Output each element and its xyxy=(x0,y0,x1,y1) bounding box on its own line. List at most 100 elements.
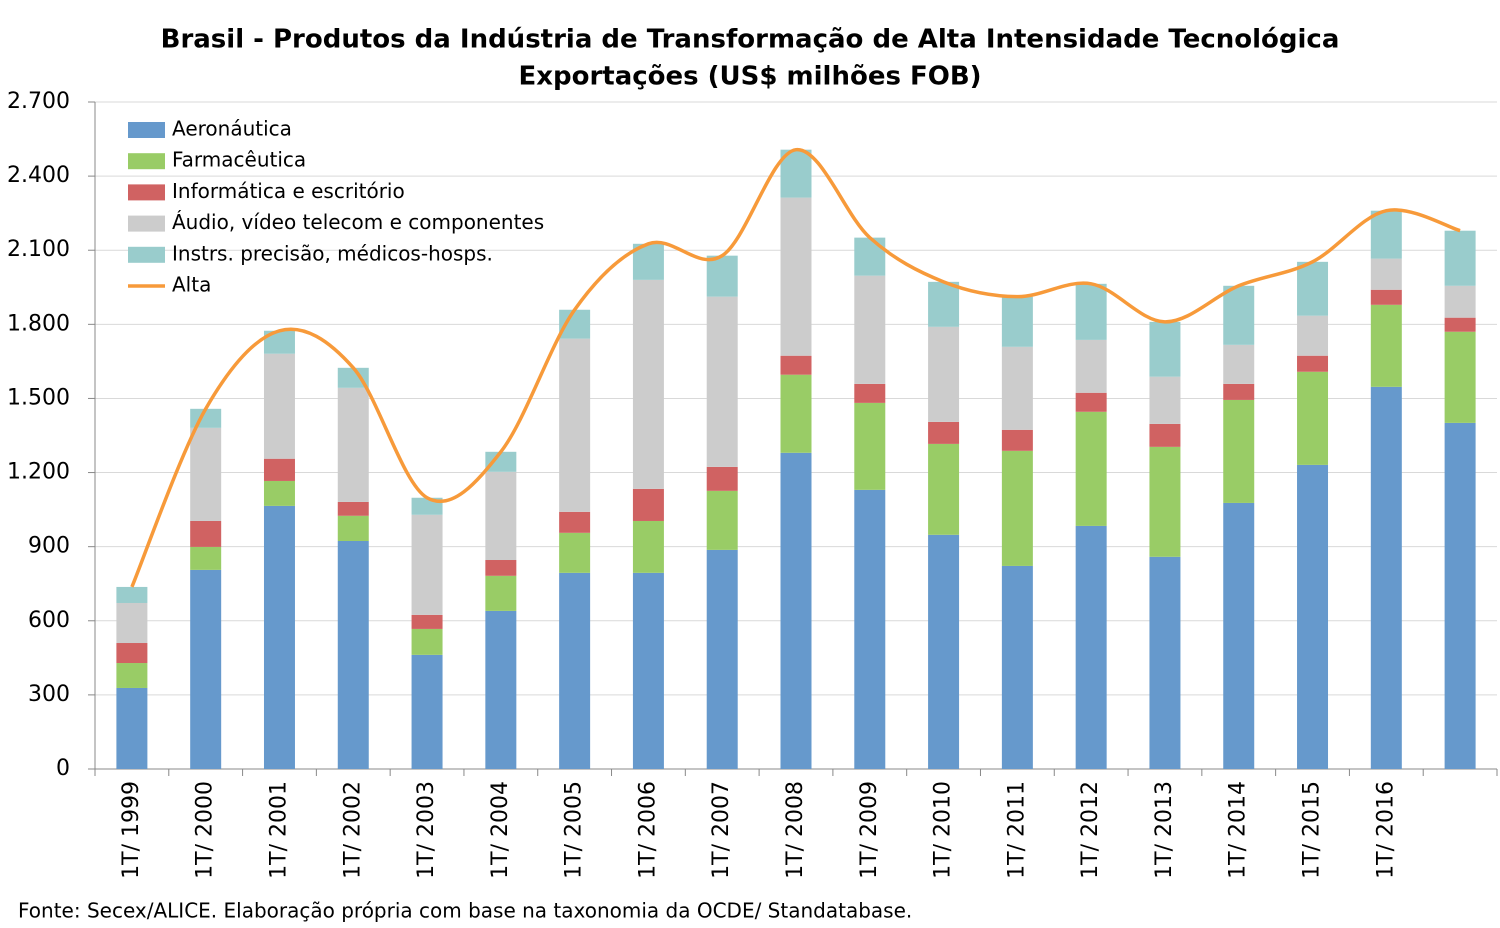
bar-segment xyxy=(780,355,812,375)
bar-segment xyxy=(1370,210,1402,259)
bar-segment xyxy=(706,549,738,769)
bar-segment xyxy=(854,402,886,490)
bar-segment xyxy=(1297,464,1329,769)
x-tick-label: 1T/ 2014 xyxy=(1226,781,1251,879)
legend-swatch xyxy=(128,215,165,232)
bar-segment xyxy=(1223,399,1255,503)
bar-segment xyxy=(1223,383,1255,400)
bar-segment xyxy=(854,489,886,769)
chart-title: Brasil - Produtos da Indústria de Transf… xyxy=(161,25,1340,55)
x-tick-label: 1T/ 2003 xyxy=(414,781,439,879)
bar-segment xyxy=(632,279,664,489)
legend-swatch xyxy=(128,246,165,263)
x-tick-label: 1T/ 2006 xyxy=(635,781,660,879)
bar-segment xyxy=(1001,296,1033,347)
bar-segment xyxy=(780,197,812,356)
y-tick-label: 2.700 xyxy=(7,89,70,114)
bar-segment xyxy=(263,353,295,459)
bar-segment xyxy=(559,532,591,573)
bar-segment xyxy=(116,602,148,644)
bar-segment xyxy=(1444,331,1476,423)
bar-segment xyxy=(928,443,960,535)
bar-segment xyxy=(1223,502,1255,769)
bar-segment xyxy=(337,540,369,769)
bar-segment xyxy=(337,501,369,516)
bar-segment xyxy=(263,480,295,506)
bar-segment xyxy=(928,534,960,769)
x-tick-label: 1T/ 2007 xyxy=(709,781,734,879)
bar-segment xyxy=(1370,258,1402,290)
legend-label: Farmacêutica xyxy=(172,148,306,172)
bar-segment xyxy=(706,255,738,297)
y-tick-label: 2.100 xyxy=(7,237,70,262)
bar-segment xyxy=(411,514,443,615)
bar-segment xyxy=(1001,429,1033,451)
bar-segment xyxy=(854,237,886,276)
bar-segment xyxy=(780,374,812,453)
source-note: Fonte: Secex/ALICE. Elaboração própria c… xyxy=(18,899,912,923)
bar-segment xyxy=(1370,289,1402,305)
bar-segment xyxy=(559,511,591,533)
bar-segment xyxy=(1149,376,1181,424)
bar-segment xyxy=(1149,446,1181,557)
y-tick-label: 1.200 xyxy=(7,460,70,485)
legend-swatch xyxy=(128,184,165,201)
legend-swatch xyxy=(128,122,165,138)
bar-segment xyxy=(1001,450,1033,566)
bar-segment xyxy=(190,520,222,547)
bar-segment xyxy=(559,572,591,769)
bar-segment xyxy=(1149,556,1181,769)
bar-segment xyxy=(116,643,148,664)
bar-segment xyxy=(485,451,517,472)
bar-segment xyxy=(1075,525,1107,769)
legend-label: Informática e escritório xyxy=(172,179,405,203)
x-tick-label: 1T/ 2016 xyxy=(1373,781,1398,879)
y-tick-label: 600 xyxy=(28,608,70,633)
bar-segment xyxy=(706,490,738,550)
bar-segment xyxy=(928,281,960,327)
bar-segment xyxy=(1297,371,1329,465)
bar-segment xyxy=(116,687,148,769)
bar-segment xyxy=(1001,565,1033,769)
bar-segment xyxy=(263,330,295,354)
bar-segment xyxy=(337,387,369,502)
legend-label: Instrs. precisão, médicos-hosps. xyxy=(172,241,493,265)
bar-segment xyxy=(263,505,295,769)
y-tick-label: 0 xyxy=(56,756,70,781)
bar-segment xyxy=(1075,392,1107,412)
bar-segment xyxy=(1370,386,1402,769)
legend-label: Alta xyxy=(172,273,211,297)
bar-segment xyxy=(190,427,222,521)
bar-segment xyxy=(1075,411,1107,526)
x-tick-label: 1T/ 2002 xyxy=(340,781,365,879)
bar-segment xyxy=(1149,423,1181,447)
bar-segment xyxy=(1444,317,1476,332)
legend-label: Áudio, vídeo telecom e componentes xyxy=(172,210,544,234)
chart-subtitle: Exportações (US$ milhões FOB) xyxy=(518,62,981,92)
bar-segment xyxy=(1444,285,1476,318)
x-tick-label: 1T/ 2015 xyxy=(1300,781,1325,879)
bar-segment xyxy=(706,296,738,467)
x-tick-label: 1T/ 2013 xyxy=(1152,781,1177,879)
bar-segment xyxy=(1297,315,1329,356)
bar-segment xyxy=(485,575,517,611)
bar-segment xyxy=(1223,285,1255,345)
bar-segment xyxy=(263,458,295,481)
y-tick-label: 900 xyxy=(28,534,70,559)
x-tick-label: 1T/ 2000 xyxy=(193,781,218,879)
line-series xyxy=(130,147,1461,588)
bar-segment xyxy=(632,572,664,769)
bar-segment xyxy=(780,452,812,769)
bar-segment xyxy=(1001,346,1033,430)
bar-segment xyxy=(116,663,148,688)
bar-segment xyxy=(1297,355,1329,372)
bar-segment xyxy=(1075,283,1107,340)
legend-swatch xyxy=(128,153,165,170)
bar-segment xyxy=(928,421,960,444)
bar-segment xyxy=(1297,261,1329,316)
bar-segment xyxy=(190,569,222,769)
bar-segment xyxy=(1444,422,1476,769)
x-tick-label: 1T/ 1999 xyxy=(119,781,144,879)
x-tick-label: 1T/ 2010 xyxy=(931,781,956,879)
